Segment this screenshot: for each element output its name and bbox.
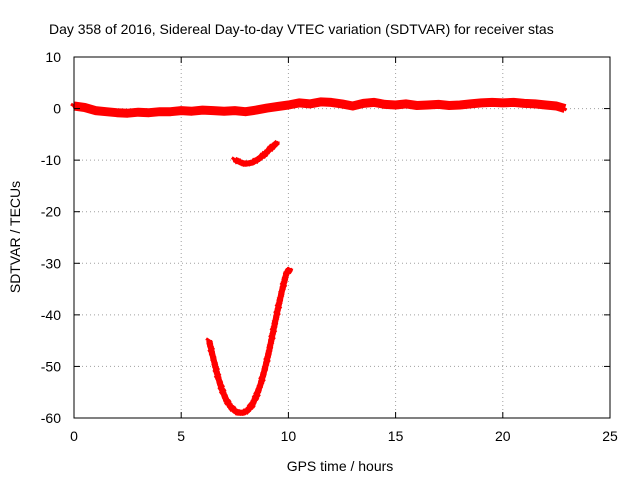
- plot-frame: [73, 56, 611, 419]
- y-tick-label: -50: [41, 358, 61, 374]
- x-tick-label: 15: [388, 428, 404, 444]
- y-tick-label: -20: [41, 204, 61, 220]
- x-tick-label: 10: [281, 428, 297, 444]
- y-tick-label: 10: [45, 49, 61, 65]
- series-markers-main: [70, 98, 568, 117]
- chart-title: Day 358 of 2016, Sidereal Day-to-day VTE…: [49, 21, 554, 37]
- plot-border: [73, 56, 611, 419]
- series-markers-arc-lower: [205, 266, 294, 417]
- grid-lines: [74, 57, 610, 418]
- axis-ticks: 0 5 10 15 20 25 10 0 -10 -20 -30 -40 -50 -60: [41, 49, 618, 444]
- x-axis-label: GPS time / hours: [287, 458, 394, 474]
- y-tick-label: 0: [53, 101, 61, 117]
- y-tick-label: -60: [41, 410, 61, 426]
- y-tick-label: -40: [41, 307, 61, 323]
- data-series: [70, 97, 568, 417]
- x-tick-label: 5: [177, 428, 185, 444]
- x-tick-label: 20: [495, 428, 511, 444]
- y-tick-label: -10: [41, 152, 61, 168]
- x-tick-label: 25: [602, 428, 618, 444]
- series-markers-arc-upper: [230, 140, 280, 168]
- x-tick-label: 0: [70, 428, 78, 444]
- y-axis-label: SDTVAR / TECUs: [7, 181, 23, 293]
- y-tick-label: -30: [41, 255, 61, 271]
